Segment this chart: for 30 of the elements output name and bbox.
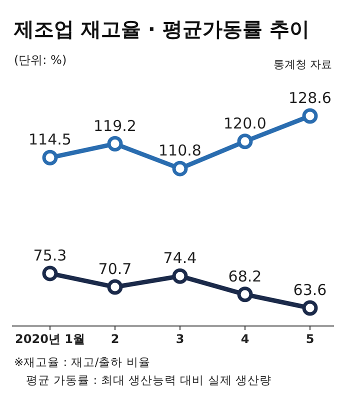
point (42, 150, 58, 166)
data-label: 75.3 (33, 246, 67, 264)
point (107, 136, 123, 152)
text: (단위: %) (14, 53, 67, 67)
point (172, 268, 188, 284)
point (302, 300, 318, 316)
data-label: 110.8 (158, 142, 202, 160)
point (302, 108, 318, 124)
text: 통계청 자료 (274, 58, 332, 71)
x-tick-label: 4 (240, 332, 250, 346)
data-label: 70.7 (98, 260, 132, 278)
x-tick-label: 2 (110, 332, 120, 346)
data-label: 63.6 (293, 281, 327, 299)
point (237, 134, 253, 150)
text: 평균 가동률 : 최대 생산능력 대비 실제 생산량 (26, 373, 272, 387)
x-tick-label: 5 (306, 332, 314, 346)
data-label: 74.4 (163, 249, 197, 268)
data-label: 120.0 (224, 114, 266, 132)
data-label: 114.5 (28, 130, 72, 149)
point (107, 279, 123, 295)
data-label: 119.2 (94, 116, 136, 135)
text: ※재고율 : 재고/출하 비율 (14, 355, 150, 369)
x-tick-label: 2020년 1월 (15, 332, 85, 346)
point (237, 286, 253, 302)
chart-title: 제조업 재고율 · 평균가동률 추이 (13, 17, 310, 41)
data-label: 68.2 (228, 267, 262, 286)
x-tick-label: 3 (176, 332, 184, 346)
point (172, 160, 188, 176)
data-label: 128.6 (288, 89, 332, 107)
point (42, 266, 58, 282)
